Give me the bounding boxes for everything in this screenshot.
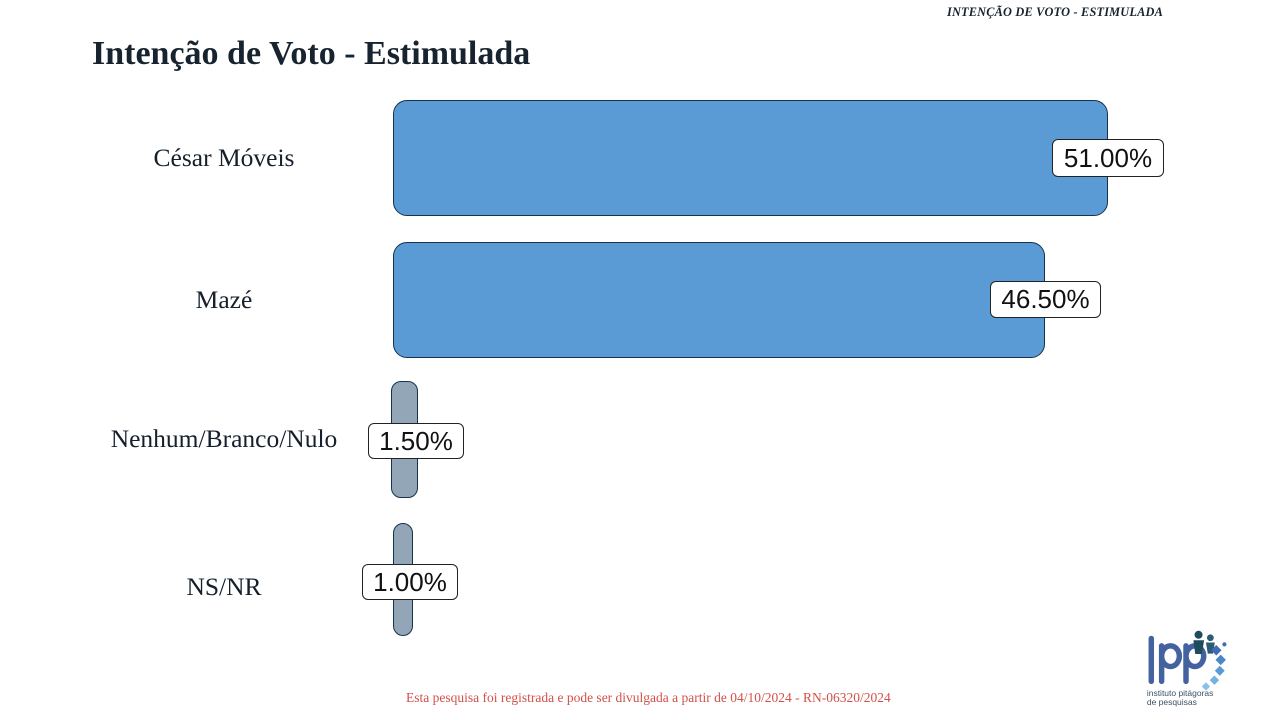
svg-text:de pesquisas: de pesquisas xyxy=(1147,697,1197,707)
